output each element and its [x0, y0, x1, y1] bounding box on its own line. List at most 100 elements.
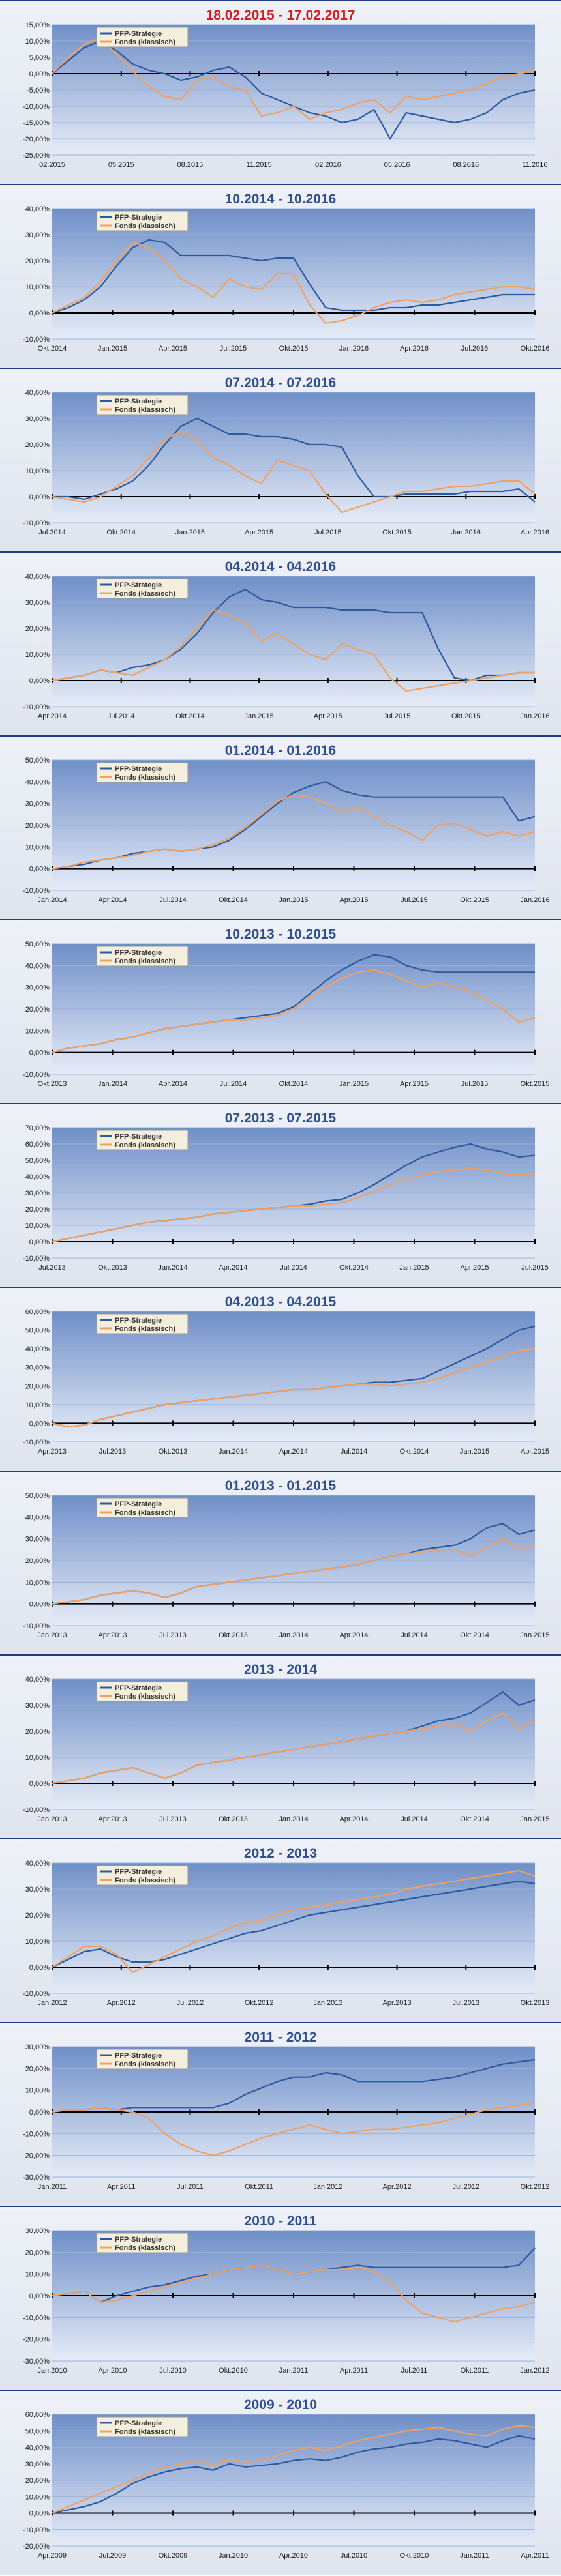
y-tick-label: 30,00% — [25, 1702, 50, 1710]
x-tick-label: Apr.2014 — [38, 712, 67, 720]
x-tick-label: Jul.2010 — [159, 2367, 187, 2375]
y-tick-label: 10,00% — [25, 1222, 50, 1230]
x-tick-label: Jul.2015 — [401, 896, 428, 904]
chart-panel: 07.2014 - 07.2016 40,00% 30,00% 20,00% 10,00… — [0, 368, 561, 551]
x-tick-label: Apr.2015 — [159, 345, 187, 353]
x-tick-label: Jan.2015 — [520, 1815, 549, 1823]
legend-label: Fonds (klassisch) — [115, 958, 175, 965]
x-tick-label: Jan.2015 — [175, 529, 205, 536]
chart-title: 01.2014 - 01.2016 — [224, 743, 337, 758]
legend-label: PFP-Strategie — [115, 1500, 162, 1508]
x-tick-label: Okt.2016 — [521, 345, 550, 353]
legend-box — [96, 394, 189, 415]
chart-title: 10.2013 - 10.2015 — [224, 927, 337, 942]
x-tick-label: Jul.2014 — [280, 1264, 307, 1272]
x-tick-label: Jan.2014 — [37, 896, 67, 904]
y-tick-label: 0,00% — [29, 1964, 50, 1972]
y-tick-label: 40,00% — [25, 2444, 50, 2452]
line-chart: 50,00% 40,00% 30,00% 20,00% 10,00% 0,00% -10,0… — [23, 941, 549, 1088]
line-chart: 40,00% 30,00% 20,00% 10,00% 0,00% -10,00% Jul.… — [23, 389, 549, 536]
x-tick-label: Jan.2013 — [313, 1999, 342, 2007]
x-tick-label: Jul.2009 — [99, 2552, 127, 2560]
x-tick-label: Okt.2014 — [219, 896, 248, 904]
line-chart: 70,00% 60,00% 50,00% 40,00% 30,00% 20,00% 10,0… — [23, 1124, 549, 1272]
chart-panel: 2012 - 2013 40,00% 30,00% 20,00% 10,00% 0,00%… — [0, 1838, 561, 2022]
chart-panel: 2013 - 2014 40,00% 30,00% 20,00% 10,00% 0,00%… — [0, 1654, 561, 1838]
x-tick-label: Jan.2016 — [451, 529, 481, 536]
x-tick-label: Okt.2013 — [159, 1448, 188, 1456]
x-tick-label: 05.2016 — [384, 161, 410, 169]
series-line-fonds — [52, 2264, 536, 2323]
y-tick-label: 20,00% — [25, 822, 50, 830]
x-tick-label: Apr.2011 — [107, 2183, 135, 2191]
legend-label: PFP-Strategie — [115, 1317, 162, 1325]
y-tick-label: 0,00% — [29, 866, 50, 873]
x-tick-label: Apr.2013 — [383, 1999, 412, 2007]
y-tick-label: 50,00% — [25, 2427, 50, 2435]
x-tick-label: Jul.2010 — [341, 2552, 368, 2560]
legend-label: PFP-Strategie — [115, 1868, 162, 1876]
y-tick-label: 0,00% — [29, 1049, 50, 1057]
series-line-fonds — [52, 609, 535, 692]
x-tick-label: Jul.2013 — [159, 1632, 187, 1639]
y-tick-label: 0,00% — [29, 1780, 50, 1788]
y-tick-label: 20,00% — [25, 257, 50, 265]
legend-label: Fonds (klassisch) — [115, 38, 175, 46]
y-tick-label: -20,00% — [23, 2543, 50, 2551]
x-tick-label: Okt.2015 — [460, 896, 489, 904]
legend-box — [96, 27, 189, 48]
legend-box — [96, 2416, 189, 2437]
x-tick-label: Okt.2009 — [159, 2552, 188, 2560]
x-tick-label: Jan.2011 — [38, 2183, 67, 2191]
line-chart: 15,00% 10,00% 5,00% 0,00% -5,00% -10,00% -15,0… — [23, 22, 548, 169]
series-line-fonds — [52, 241, 536, 325]
y-tick-label: -10,00% — [23, 1071, 50, 1079]
series-line-fonds — [52, 430, 536, 514]
x-tick-label: Jan.2015 — [460, 1448, 489, 1456]
x-tick-label: 11.2015 — [247, 161, 272, 169]
y-tick-label: 0,00% — [29, 1601, 50, 1609]
series-line-pfp — [52, 1880, 536, 1968]
y-tick-label: 40,00% — [25, 1860, 50, 1867]
y-tick-label: 0,00% — [29, 1238, 50, 1246]
line-chart: 40,00%30,00%20,00%10,00%0,00%-10,00%Apr.… — [23, 573, 550, 720]
x-tick-label: Apr.2013 — [98, 1815, 127, 1823]
chart-panel: 04.2014 - 04.2016 40,00% 30,00% 20,00% 10,00… — [0, 551, 561, 735]
legend-label: Fonds (klassisch) — [115, 1325, 175, 1333]
legend-label: Fonds (klassisch) — [115, 1877, 175, 1884]
series-line-fonds — [52, 1348, 536, 1428]
x-tick-label: Jul.2013 — [159, 1815, 187, 1823]
y-tick-label: 5,00% — [29, 54, 50, 62]
chart-title: 18.02.2015 - 17.02.2017 — [205, 8, 356, 23]
x-tick-label: Jan.2012 — [520, 2367, 549, 2375]
x-tick-label: Okt.2011 — [245, 2183, 273, 2191]
y-tick-label: 10,00% — [25, 2087, 50, 2095]
x-tick-label: Okt.2014 — [339, 1264, 369, 1272]
x-tick-label: 11.2016 — [523, 161, 548, 169]
y-tick-label: 20,00% — [25, 2065, 50, 2073]
x-tick-label: Okt.2011 — [461, 2367, 489, 2375]
x-tick-label: Apr.2011 — [521, 2552, 549, 2560]
x-tick-label: Okt.2012 — [521, 2183, 550, 2191]
legend-label: PFP-Strategie — [115, 2236, 162, 2244]
series-line-fonds — [52, 1538, 536, 1605]
chart-panel: 04.2013 - 04.2015 60,00% 50,00% 40,00% 30,00… — [0, 1287, 561, 1471]
y-tick-label: 20,00% — [25, 2249, 50, 2257]
series-line-fonds — [52, 2102, 536, 2156]
x-tick-label: 02.2016 — [315, 161, 341, 169]
y-tick-label: 30,00% — [25, 2227, 50, 2235]
chart-panel: 07.2013 - 07.2015 70,00% 60,00% 50,00% 40,00… — [0, 1103, 561, 1287]
x-tick-label: Jul.2014 — [341, 1448, 368, 1456]
legend-box — [96, 946, 189, 967]
y-tick-label: -10,00% — [23, 336, 50, 344]
y-tick-label: 70,00% — [25, 1124, 50, 1132]
chart-title: 10.2014 - 10.2016 — [224, 192, 337, 207]
y-tick-label: 0,00% — [29, 493, 50, 501]
y-tick-label: 30,00% — [25, 1364, 50, 1372]
y-tick-label: 0,00% — [29, 70, 50, 78]
legend-label: Fonds (klassisch) — [115, 774, 175, 782]
x-tick-label: Okt.2014 — [460, 1632, 489, 1639]
series-line-fonds — [52, 37, 536, 121]
x-tick-label: 08.2016 — [453, 161, 479, 169]
y-tick-label: -5,00% — [27, 87, 50, 95]
